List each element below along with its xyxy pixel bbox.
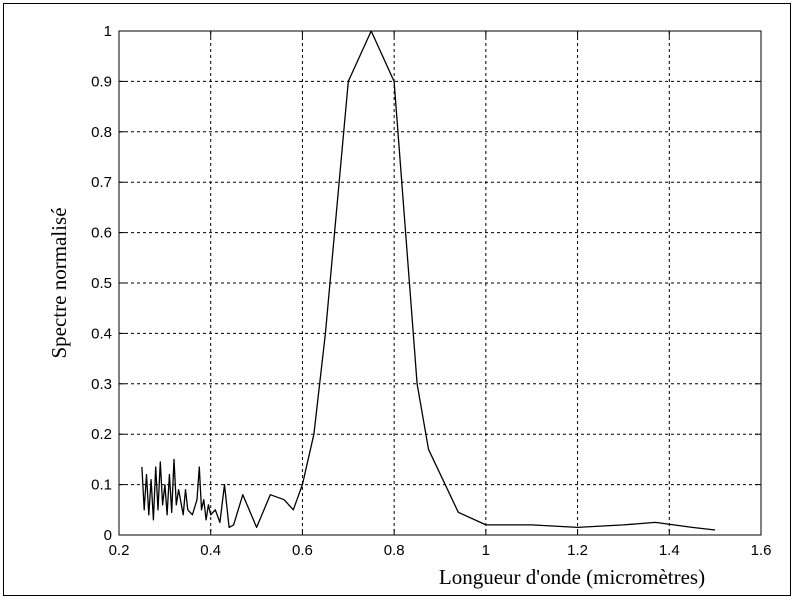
y-tick-label: 0.4: [91, 325, 112, 342]
y-tick-label: 0.5: [91, 275, 112, 292]
x-tick-label: 0.4: [200, 542, 221, 559]
x-axis-title: Longueur d'onde (micromètres): [439, 565, 705, 589]
x-tick-label: 1.4: [659, 542, 680, 559]
y-tick-label: 0.2: [91, 426, 112, 443]
y-tick-label: 0.3: [91, 376, 112, 393]
figure-frame: [3, 3, 791, 596]
x-tick-label: 0.6: [292, 542, 313, 559]
series-layer: [141, 30, 716, 531]
tick-layer: 0.2 0.4 0.6 0.8 1 1.2 1.4 1.6 0 0.1 0.2 0.3 0.4 0.5 0.…: [91, 23, 771, 559]
y-tick-label: 0: [104, 527, 112, 544]
y-tick-label: 1: [104, 23, 112, 40]
y-tick-label: 0.8: [91, 124, 112, 141]
x-tick-label: 1.2: [567, 542, 588, 559]
y-tick-label: 0.9: [91, 73, 112, 90]
series-line: [141, 30, 716, 531]
y-tick-label: 0.7: [91, 174, 112, 191]
x-tick-label: 1: [482, 542, 490, 559]
y-axis-title: Spectre normalisé: [47, 207, 71, 358]
x-tick-label: 0.2: [109, 542, 130, 559]
x-tick-label: 0.8: [384, 542, 405, 559]
y-tick-label: 0.1: [91, 477, 112, 494]
y-tick-label: 0.6: [91, 225, 112, 242]
x-tick-label: 1.6: [751, 542, 772, 559]
grid-layer: [119, 31, 761, 535]
